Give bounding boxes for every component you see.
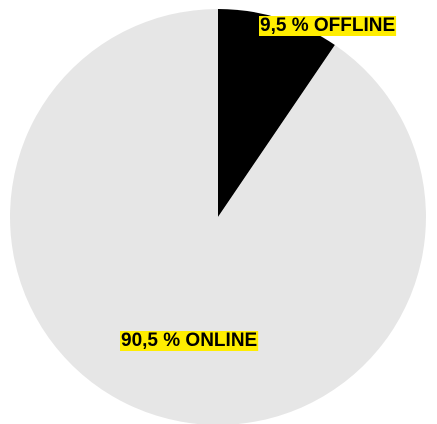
- slice-label-offline: 9,5 % OFFLINE: [260, 15, 395, 36]
- pie-slices: [10, 9, 426, 424]
- slice-label-group-offline: 9,5 % OFFLINE: [259, 15, 397, 36]
- pie-slice-online: [10, 9, 426, 424]
- label-highlight-offline: [259, 16, 397, 36]
- pie-labels: 9,5 % OFFLINE 90,5 % ONLINE: [120, 15, 397, 351]
- slice-label-group-online: 90,5 % ONLINE: [120, 330, 259, 351]
- slice-label-online: 90,5 % ONLINE: [121, 330, 257, 351]
- pie-slice-offline: [218, 9, 335, 217]
- label-highlight-online: [120, 331, 259, 351]
